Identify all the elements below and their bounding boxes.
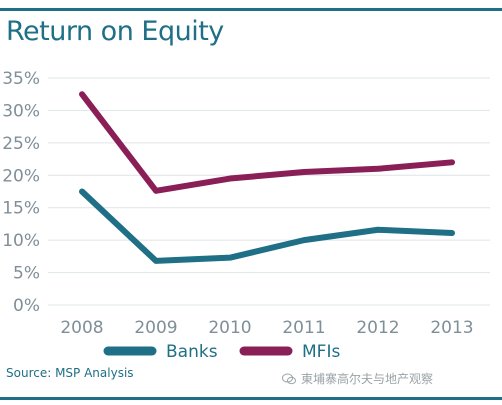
y-tick-label: 20% (2, 166, 40, 186)
bottom-rule (0, 397, 502, 400)
top-rule (0, 8, 502, 11)
series-lines (79, 91, 455, 264)
y-tick-label: 25% (2, 134, 40, 154)
x-tick-label: 2013 (430, 318, 473, 338)
y-tick-label: 30% (2, 101, 40, 121)
series-line-mfis (79, 91, 455, 194)
watermark-text: 東埔寨高尔夫与地产观察 (301, 372, 434, 386)
y-axis-ticks: 0% 5% 10% 15% 20% 25% 30% 35% (2, 69, 40, 316)
source-note: Source: MSP Analysis (6, 366, 134, 380)
wechat-icon (282, 373, 296, 384)
chart-title: Return on Equity (6, 16, 224, 47)
x-axis-ticks: 2008 2009 2010 2011 2012 2013 (60, 318, 473, 338)
x-tick-label: 2009 (134, 318, 177, 338)
legend-label-banks: Banks (166, 342, 218, 362)
x-tick-label: 2008 (60, 318, 103, 338)
x-tick-label: 2011 (282, 318, 325, 338)
y-tick-label: 5% (13, 264, 40, 284)
y-tick-label: 15% (2, 199, 40, 219)
legend-label-mfis: MFIs (302, 342, 340, 362)
watermark: 東埔寨高尔夫与地产观察 (282, 370, 433, 387)
y-tick-label: 0% (13, 296, 40, 316)
y-tick-label: 35% (2, 69, 40, 89)
x-tick-label: 2012 (356, 318, 399, 338)
legend: Banks MFIs (103, 342, 340, 362)
x-tick-label: 2010 (208, 318, 251, 338)
y-tick-label: 10% (2, 231, 40, 251)
series-line-banks (79, 188, 455, 264)
grid (48, 77, 490, 306)
